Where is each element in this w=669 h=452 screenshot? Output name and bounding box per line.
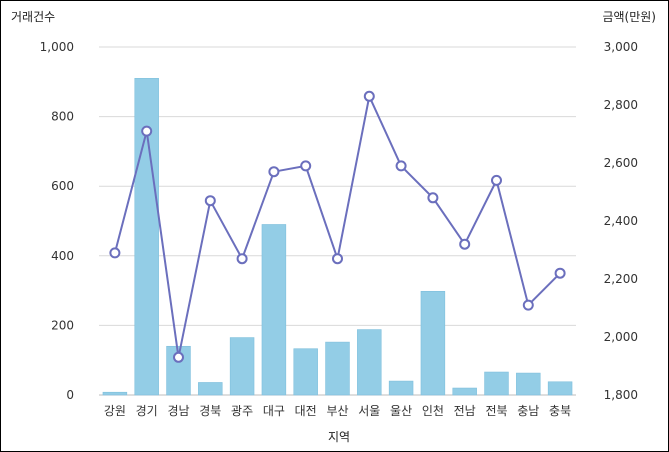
right-tick-label: 2,200 (604, 272, 638, 286)
left-axis-ticks: 0 200 400 600 800 1,000 (40, 40, 74, 402)
bar (420, 290, 446, 396)
line-point (332, 253, 343, 265)
left-tick-label: 0 (66, 388, 74, 402)
line-point (141, 125, 153, 137)
line-series (109, 90, 566, 363)
x-tick-label: 전남 (454, 404, 476, 418)
line-point (236, 253, 248, 265)
x-tick-label: 충북 (549, 404, 571, 418)
line-point (300, 160, 312, 172)
line-point (554, 267, 566, 279)
x-tick-label: 강원 (104, 404, 126, 418)
x-tick-label: 경북 (199, 404, 221, 418)
bar (516, 372, 541, 396)
x-tick-label: 대전 (295, 404, 317, 418)
right-axis-ticks: 1,800 2,000 2,200 2,400 2,600 2,800 3,000 (604, 40, 638, 402)
right-tick-label: 3,000 (604, 40, 638, 54)
left-tick-label: 200 (51, 318, 74, 332)
bar (388, 380, 414, 396)
bar (547, 381, 573, 396)
left-tick-label: 800 (51, 110, 74, 124)
line-point (427, 192, 439, 204)
right-tick-label: 2,600 (604, 156, 638, 170)
line-point (363, 90, 375, 102)
line-point (395, 160, 407, 172)
x-tick-label: 부산 (326, 404, 348, 418)
x-tick-label: 광주 (231, 404, 253, 418)
bar (357, 329, 382, 396)
line-point (109, 247, 121, 259)
x-tick-label: 충남 (517, 404, 539, 418)
x-tick-label: 대구 (263, 404, 285, 418)
line-point (491, 174, 502, 186)
bar (261, 224, 287, 396)
right-tick-label: 2,800 (604, 98, 638, 112)
x-tick-label: 전북 (485, 404, 507, 418)
bar (293, 348, 318, 396)
left-axis-title: 거래건수 (11, 10, 55, 24)
bar (198, 382, 223, 396)
line-point (268, 166, 280, 178)
x-axis-title: 지역 (328, 430, 350, 444)
bar (102, 391, 128, 396)
right-tick-label: 2,000 (604, 330, 638, 344)
bar (325, 341, 350, 396)
right-axis-title: 금액(만원) (602, 10, 656, 24)
left-tick-label: 1,000 (40, 40, 74, 54)
left-tick-label: 600 (51, 179, 74, 193)
left-tick-label: 400 (51, 249, 74, 263)
bar (229, 337, 255, 396)
x-axis-ticks: 강원 경기 경남 경북 광주 대구 대전 부산 서울 울산 인천 전남 전북 충남 충북 (104, 403, 571, 418)
x-tick-label: 경남 (167, 404, 189, 418)
bar-series (102, 78, 573, 396)
right-tick-label: 2,400 (604, 214, 638, 228)
line-point (173, 351, 184, 363)
line-point (459, 238, 471, 250)
line-point (204, 195, 216, 207)
x-tick-label: 서울 (358, 404, 380, 418)
bar (452, 387, 477, 396)
right-tick-label: 1,800 (604, 388, 638, 402)
series-line (113, 93, 561, 358)
x-tick-label: 경기 (136, 404, 158, 418)
x-tick-label: 인천 (422, 403, 444, 418)
x-tick-label: 울산 (390, 404, 412, 418)
bar (166, 345, 191, 396)
bar (484, 371, 509, 396)
line-point (522, 299, 534, 311)
